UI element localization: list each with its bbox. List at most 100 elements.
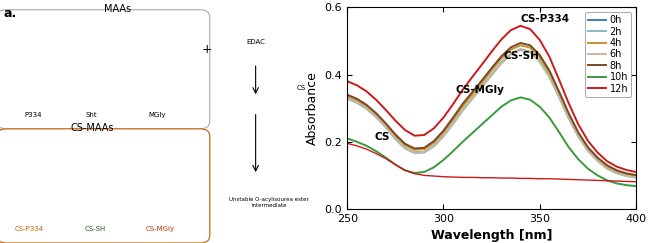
Text: a.: a. [3, 7, 16, 20]
6h [497, 62, 505, 65]
8h [373, 112, 380, 115]
4h [622, 173, 630, 175]
12h [373, 98, 380, 101]
2h [488, 74, 496, 77]
0h [488, 73, 496, 76]
2h [632, 176, 640, 179]
0h [430, 144, 438, 147]
10h [488, 114, 496, 117]
8h [449, 116, 457, 119]
6h [469, 96, 476, 100]
FancyBboxPatch shape [0, 129, 210, 243]
Line: 8h: 8h [347, 43, 636, 175]
10h [373, 150, 380, 153]
4h [517, 44, 524, 47]
2h [353, 101, 361, 104]
10h [632, 185, 640, 188]
2h [555, 95, 563, 98]
0h [401, 146, 409, 149]
6h [478, 85, 486, 88]
X-axis label: Wavelength [nm]: Wavelength [nm] [431, 229, 552, 243]
12h [613, 165, 620, 168]
8h [497, 55, 505, 58]
12h [555, 78, 563, 81]
12h [430, 127, 438, 130]
10h [622, 184, 630, 187]
8h [574, 131, 582, 134]
12h [604, 160, 611, 163]
12h [536, 38, 544, 41]
10h [545, 116, 553, 119]
2h [421, 151, 428, 154]
4h [411, 148, 419, 151]
0h [363, 107, 371, 110]
4h [497, 57, 505, 60]
6h [632, 176, 640, 179]
8h [411, 147, 419, 150]
4h [565, 113, 572, 116]
8h [439, 129, 447, 132]
8h [526, 44, 534, 47]
0h [517, 48, 524, 51]
8h [613, 169, 620, 172]
8h [391, 133, 399, 136]
0h [584, 149, 592, 152]
10h [439, 158, 447, 161]
6h [584, 149, 592, 152]
Text: CS-MGly: CS-MGly [455, 85, 504, 95]
4h [507, 48, 515, 51]
10h [430, 166, 438, 169]
Line: 12h: 12h [347, 26, 636, 172]
0h [469, 96, 476, 100]
8h [584, 146, 592, 148]
12h [439, 116, 447, 119]
6h [343, 96, 351, 100]
FancyBboxPatch shape [0, 10, 210, 129]
Text: CS: CS [374, 132, 389, 142]
2h [507, 53, 515, 56]
8h [488, 67, 496, 69]
12h [565, 102, 572, 104]
6h [363, 107, 371, 110]
Line: 4h: 4h [347, 45, 636, 176]
Text: Sht: Sht [86, 112, 97, 118]
10h [594, 174, 602, 177]
10h [411, 172, 419, 174]
0h [343, 96, 351, 100]
6h [382, 125, 389, 128]
12h [401, 129, 409, 131]
4h [584, 147, 592, 150]
Text: MGly: MGly [149, 112, 166, 118]
Legend: 0h, 2h, 4h, 6h, 8h, 10h, 12h: 0h, 2h, 4h, 6h, 8h, 10h, 12h [585, 12, 631, 97]
8h [401, 142, 409, 145]
10h [584, 167, 592, 170]
10h [343, 137, 351, 140]
10h [391, 163, 399, 166]
10h [536, 105, 544, 108]
8h [632, 174, 640, 176]
8h [555, 90, 563, 93]
6h [411, 151, 419, 154]
4h [449, 118, 457, 121]
0h [478, 85, 486, 88]
2h [622, 174, 630, 177]
Line: 6h: 6h [347, 50, 636, 177]
2h [373, 116, 380, 119]
6h [401, 146, 409, 149]
10h [353, 140, 361, 143]
0h [622, 174, 630, 177]
2h [459, 109, 467, 112]
0h [545, 75, 553, 78]
Text: CS-MGly: CS-MGly [146, 226, 175, 232]
10h [517, 96, 524, 99]
Text: +: + [201, 43, 212, 56]
12h [574, 123, 582, 126]
4h [373, 113, 380, 116]
6h [594, 159, 602, 162]
6h [555, 95, 563, 98]
Line: 10h: 10h [347, 97, 636, 186]
10h [507, 99, 515, 102]
2h [613, 172, 620, 175]
2h [469, 97, 476, 100]
6h [353, 101, 361, 104]
